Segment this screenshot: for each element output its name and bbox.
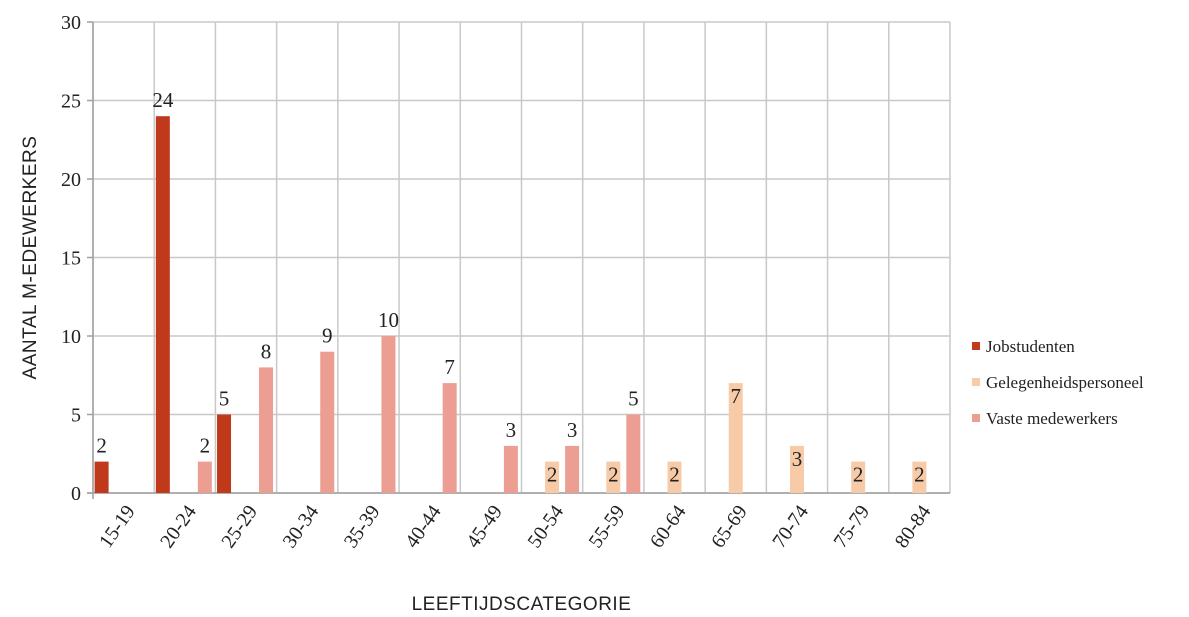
gridlines xyxy=(87,21,951,499)
x-tick-label: 80-84 xyxy=(891,501,936,552)
x-tick-label: 15-19 xyxy=(95,501,140,552)
data-label: 9 xyxy=(322,324,333,348)
x-tick-label: 65-69 xyxy=(707,501,752,552)
bar xyxy=(320,351,335,493)
data-label: 2 xyxy=(96,434,107,458)
data-label: 2 xyxy=(914,463,925,487)
data-label: 5 xyxy=(219,387,230,411)
x-tick-label: 20-24 xyxy=(156,501,201,552)
x-tick-label: 45-49 xyxy=(462,501,507,552)
legend-swatch xyxy=(972,414,980,422)
x-tick-label: 35-39 xyxy=(340,501,385,552)
bars-layer xyxy=(94,116,927,493)
bar xyxy=(94,461,109,493)
bar xyxy=(259,367,274,493)
legend-label: Vaste medewerkers xyxy=(986,409,1118,428)
legend-swatch xyxy=(972,378,980,386)
y-tick-label: 0 xyxy=(71,483,81,505)
legend-label: Jobstudenten xyxy=(986,337,1075,356)
bar xyxy=(606,461,621,493)
bar xyxy=(381,336,396,493)
y-axis-ticks: 0 5 10 15 20 25 30 xyxy=(61,12,93,505)
legend-label: Gelegenheidspersoneel xyxy=(986,373,1144,392)
x-tick-label: 50-54 xyxy=(523,501,568,552)
bar xyxy=(912,461,927,493)
x-tick-label: 40-44 xyxy=(401,501,446,552)
y-tick-label: 5 xyxy=(71,405,81,427)
bar xyxy=(545,461,560,493)
data-label: 10 xyxy=(378,308,399,332)
data-label: 3 xyxy=(567,418,578,442)
x-tick-label: 30-34 xyxy=(279,501,324,552)
data-label: 8 xyxy=(261,339,272,363)
y-tick-label: 20 xyxy=(61,169,81,191)
bar xyxy=(789,445,804,493)
x-tick-label: 75-79 xyxy=(829,501,874,552)
data-label: 2 xyxy=(547,463,558,487)
bar xyxy=(442,383,457,493)
bar xyxy=(626,414,641,493)
legend-swatch xyxy=(972,342,980,350)
bar xyxy=(155,116,170,493)
x-tick-label: 60-64 xyxy=(646,501,691,552)
y-tick-label: 25 xyxy=(61,91,81,113)
y-tick-label: 10 xyxy=(61,326,81,348)
x-tick-label: 55-59 xyxy=(585,501,630,552)
bar xyxy=(851,461,866,493)
bar xyxy=(728,383,743,493)
bar xyxy=(503,445,518,493)
legend: Jobstudenten Gelegenheidspersoneel Vaste m… xyxy=(972,337,1144,428)
x-tick-label: 25-29 xyxy=(217,501,262,552)
y-tick-label: 30 xyxy=(61,12,81,34)
data-label: 2 xyxy=(669,463,680,487)
bar xyxy=(197,461,212,493)
data-label: 7 xyxy=(444,355,455,379)
bar xyxy=(565,445,580,493)
data-label: 2 xyxy=(608,463,619,487)
data-label: 3 xyxy=(792,447,803,471)
bar xyxy=(667,461,682,493)
bar xyxy=(217,414,232,493)
data-label: 2 xyxy=(853,463,864,487)
x-tick-label: 70-74 xyxy=(768,501,813,552)
data-label: 2 xyxy=(200,434,211,458)
y-axis-title: AANTAL M-EDEWERKERS xyxy=(20,136,41,380)
data-label: 24 xyxy=(152,88,174,112)
y-tick-label: 15 xyxy=(61,248,81,270)
x-axis-title: LEEFTIJDSCATEGORIE xyxy=(412,594,632,615)
x-axis-ticks: 15-19 20-24 25-29 30-34 35-39 40-44 45-49 50-54… xyxy=(95,501,936,552)
data-label: 3 xyxy=(506,418,517,442)
data-label: 5 xyxy=(628,387,639,411)
data-label: 7 xyxy=(731,384,742,408)
